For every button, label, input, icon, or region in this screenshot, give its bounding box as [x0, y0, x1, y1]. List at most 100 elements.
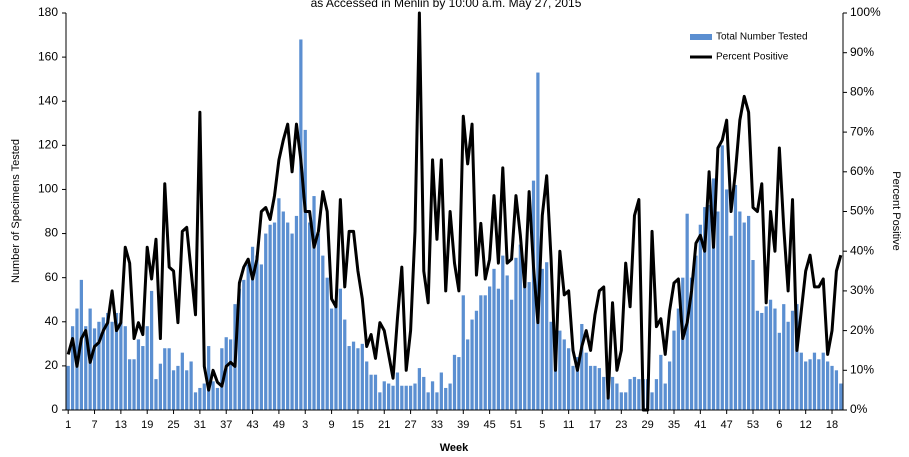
bar	[474, 310, 479, 410]
x-tick-label: 27	[404, 419, 416, 431]
bar	[66, 365, 70, 410]
y-tick-label: 140	[38, 93, 58, 107]
bar	[299, 39, 303, 410]
x-tick-label: 45	[483, 419, 495, 431]
bar	[325, 277, 329, 410]
bar	[250, 246, 255, 410]
y-tick-label: 100	[38, 182, 58, 196]
bar	[821, 352, 825, 410]
bar	[742, 222, 746, 410]
bar	[746, 215, 751, 410]
bar	[136, 339, 141, 410]
x-tick-label: 35	[668, 419, 680, 431]
line	[66, 11, 843, 412]
x-tick-label: 25	[167, 419, 179, 431]
bar	[343, 319, 347, 410]
bar	[597, 368, 601, 410]
y2-tick-label: 20%	[850, 323, 874, 337]
bar	[272, 222, 277, 410]
bar	[123, 326, 127, 410]
bar	[536, 72, 540, 411]
y2-axis-title: Percent Positive	[890, 171, 902, 250]
y2-tick-label: 30%	[850, 283, 874, 297]
bar	[180, 352, 184, 410]
x-tick-label: 17	[589, 419, 601, 431]
bar	[558, 330, 562, 410]
y-tick-label: 20	[45, 358, 59, 372]
bar	[448, 383, 452, 410]
bar	[654, 379, 659, 410]
bar	[681, 277, 685, 410]
bar	[114, 312, 119, 410]
y-tick-label: 180	[38, 5, 58, 19]
x-tick-label: 29	[642, 419, 654, 431]
bar	[659, 354, 663, 410]
bar	[294, 215, 299, 410]
y-tick-label: 0	[51, 402, 58, 416]
bar	[720, 145, 724, 411]
bar	[545, 262, 549, 410]
bar	[387, 383, 391, 410]
bar	[593, 365, 597, 410]
bar	[444, 387, 448, 410]
bar	[751, 260, 755, 410]
bar	[698, 224, 702, 410]
bar	[549, 321, 553, 410]
bar	[70, 326, 75, 410]
bar	[509, 299, 514, 410]
bar	[141, 346, 145, 410]
bar	[580, 323, 584, 410]
bar	[185, 370, 189, 410]
x-tick-label: 39	[457, 419, 469, 431]
bar	[268, 224, 272, 410]
bar	[725, 189, 729, 410]
bar	[316, 233, 321, 410]
bar	[676, 308, 681, 410]
bar	[312, 196, 316, 410]
bar	[426, 392, 430, 410]
bar	[470, 319, 474, 410]
bar	[496, 288, 501, 410]
legend-label: Percent Positive	[716, 52, 789, 63]
bar	[145, 326, 149, 410]
bar	[408, 385, 413, 410]
bar	[826, 361, 830, 410]
bar	[277, 198, 281, 410]
bar	[167, 348, 171, 410]
bar	[729, 235, 733, 410]
y-tick-label: 80	[45, 226, 59, 240]
legend-swatch	[690, 34, 712, 40]
bar	[540, 268, 544, 410]
bar	[338, 288, 342, 410]
bar	[163, 348, 167, 410]
y-tick-label: 40	[45, 314, 59, 328]
y-tick-label: 60	[45, 270, 59, 284]
bar	[663, 383, 667, 410]
bar	[128, 359, 132, 410]
bar	[211, 381, 215, 410]
bar	[347, 346, 351, 410]
x-tick-label: 31	[194, 419, 206, 431]
bar	[321, 255, 325, 410]
bar	[132, 359, 136, 410]
bar	[220, 348, 224, 410]
x-tick-label: 43	[246, 419, 258, 431]
bar	[329, 308, 334, 410]
bar	[373, 374, 378, 410]
bar	[264, 233, 268, 410]
bar	[466, 339, 470, 410]
bar	[514, 257, 518, 410]
bar	[804, 361, 808, 410]
bar	[610, 376, 615, 410]
bar	[171, 370, 176, 410]
bar	[527, 282, 531, 410]
bar	[672, 330, 676, 410]
bar	[694, 255, 698, 410]
bar	[711, 178, 716, 410]
x-tick-label: 13	[115, 419, 127, 431]
bar	[308, 222, 312, 410]
bar	[602, 376, 606, 410]
x-tick-label: 49	[273, 419, 285, 431]
bar	[764, 306, 768, 410]
bar	[92, 328, 97, 410]
